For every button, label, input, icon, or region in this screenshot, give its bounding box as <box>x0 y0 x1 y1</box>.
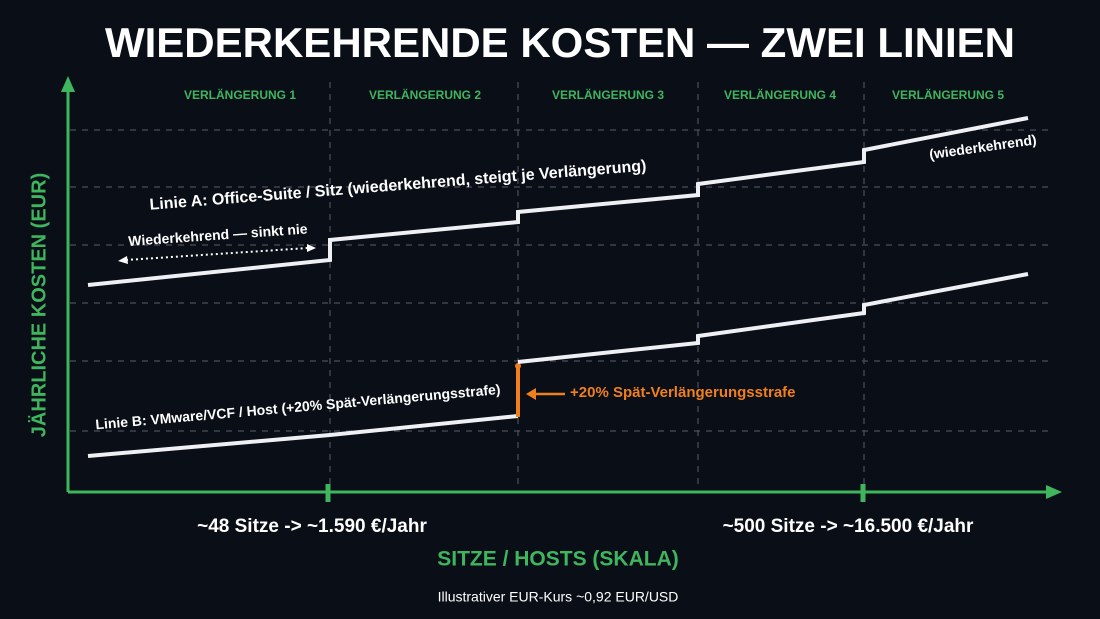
penalty-dot <box>515 363 521 369</box>
renewal-label: VERLÄNGERUNG 3 <box>552 87 664 102</box>
note-arrow <box>125 247 309 261</box>
renewal-label: VERLÄNGERUNG 1 <box>184 87 296 102</box>
y-axis-arrow <box>61 76 75 92</box>
x-marker-label: ~48 Sitze -> ~1.590 €/Jahr <box>197 516 427 537</box>
line-b <box>517 272 1029 364</box>
note-arrowhead <box>118 256 128 264</box>
y-axis-label: JÄHRLICHE KOSTEN (EUR) <box>27 173 50 437</box>
footnote: Illustrativer EUR-Kurs ~0,92 EUR/USD <box>438 589 679 605</box>
note-arrowhead <box>307 244 316 252</box>
x-axis-arrow <box>1046 485 1062 499</box>
penalty-arrowhead <box>526 388 536 400</box>
axes <box>61 76 1062 502</box>
renewal-label: VERLÄNGERUNG 5 <box>892 87 1004 102</box>
x-marker-label: ~500 Sitze -> ~16.500 €/Jahr <box>723 516 974 537</box>
renewal-labels: VERLÄNGERUNG 1 VERLÄNGERUNG 2 VERLÄNGERU… <box>184 87 1004 102</box>
x-axis-label: SITZE / HOSTS (SKALA) <box>437 548 679 571</box>
line-b <box>87 414 519 458</box>
renewal-label: VERLÄNGERUNG 4 <box>724 87 836 102</box>
grid <box>70 82 1048 490</box>
line-a <box>87 116 1029 287</box>
renewal-label: VERLÄNGERUNG 2 <box>369 87 481 102</box>
title: WIEDERKEHRENDE KOSTEN — ZWEI LINIEN <box>105 19 1015 66</box>
penalty-label: +20% Spät-Verlängerungsstrafe <box>570 384 796 401</box>
